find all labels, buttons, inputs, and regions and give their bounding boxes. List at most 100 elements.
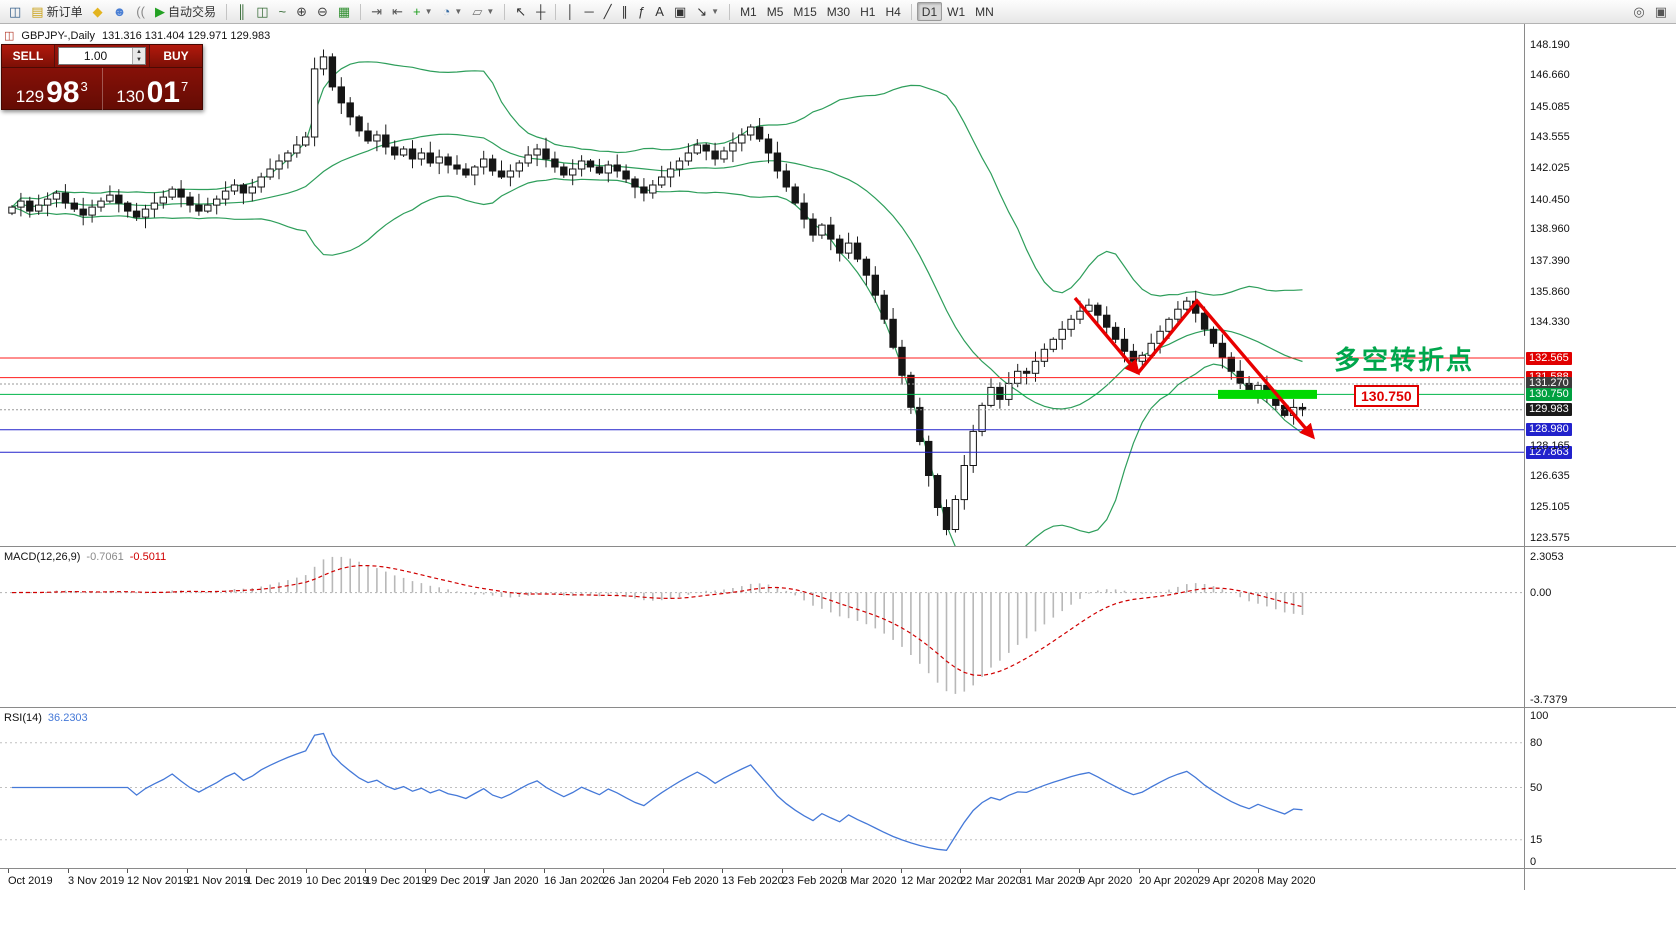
tile-windows-icon: ▦ xyxy=(337,4,351,19)
timeframe-d1-button[interactable]: D1 xyxy=(916,2,943,21)
support-zone-highlight[interactable] xyxy=(1218,389,1317,399)
lot-decrease-button[interactable]: ▼ xyxy=(133,56,145,64)
rsi-chart[interactable] xyxy=(0,709,1524,868)
vertical-line-tool-button[interactable]: │ xyxy=(561,2,579,21)
candle-body xyxy=(675,160,684,170)
metaeditor-button[interactable]: ◆ xyxy=(88,2,108,21)
trend-arrow[interactable] xyxy=(1136,298,1315,440)
buy-button[interactable]: BUY xyxy=(149,45,202,67)
candle-body xyxy=(399,148,408,156)
candle-body xyxy=(293,144,301,154)
timeframe-w1-button[interactable]: W1 xyxy=(942,2,970,21)
community-button[interactable]: ☻ xyxy=(108,2,132,21)
price-tick-label: 123.575 xyxy=(1530,532,1570,544)
channel-tool-button[interactable]: ∥ xyxy=(617,2,634,21)
time-axis-tick xyxy=(722,869,723,873)
candle-body xyxy=(871,274,879,296)
candle-body xyxy=(684,152,693,162)
trend-arrow[interactable] xyxy=(1073,296,1140,376)
macd-chart[interactable] xyxy=(0,548,1524,707)
search-button[interactable]: ◎ xyxy=(1628,2,1649,21)
timeframe-h1-button[interactable]: H1 xyxy=(855,2,880,21)
candle-body xyxy=(132,210,141,218)
bar-chart-type-button[interactable]: ║ xyxy=(232,2,251,21)
horizontal-line-tool-button[interactable]: ─ xyxy=(579,2,598,21)
bollinger-upper[interactable] xyxy=(11,61,1303,297)
zoom-in-button[interactable]: ⊕ xyxy=(291,2,312,21)
time-axis-tick xyxy=(1139,869,1140,873)
time-axis-label: 4 Feb 2020 xyxy=(663,875,719,887)
candlestick-type-button[interactable]: ◫ xyxy=(251,2,273,21)
price-line-label: 130.750 xyxy=(1526,388,1572,401)
turning-point-annotation[interactable]: 多空转折点 xyxy=(1334,345,1475,375)
candlestick-series[interactable] xyxy=(8,49,1307,536)
time-axis-tick xyxy=(68,869,69,873)
price-tick-label: 142.025 xyxy=(1530,162,1570,174)
candle-body xyxy=(613,164,621,172)
candle-body xyxy=(364,130,372,142)
label-tool-button[interactable]: ▣ xyxy=(669,2,691,21)
toolbar-separator xyxy=(360,3,362,20)
lot-increase-button[interactable]: ▲ xyxy=(133,48,145,56)
candle-body xyxy=(738,134,746,144)
toolbar-right-group: ◎ ▣ xyxy=(1628,2,1672,21)
top-toolbar: ◫ ▤ 新订单 ◆ ☻((▶ 自动交易 ║ ◫ ~ ⊕ ⊖ ▦ ⇥ ⇤ + ▼ ◔ ▼ ▱ ▼ ↖ ┼ │ ─ ╱ ∥ ƒ A ▣ ↘ ▼ M… xyxy=(0,0,1676,24)
time-axis-label: 29 Apr 2020 xyxy=(1198,875,1258,887)
periods-button[interactable]: ◔ ▼ xyxy=(438,2,468,21)
timeframe-m1-button[interactable]: M1 xyxy=(735,2,762,21)
candle-body xyxy=(577,160,586,170)
candle-body xyxy=(266,168,274,178)
news-button[interactable]: (( xyxy=(131,2,150,21)
label-tool-icon: ▣ xyxy=(673,4,687,19)
timeframe-m15-button[interactable]: M15 xyxy=(788,2,821,21)
time-axis-label: 19 Dec 2019 xyxy=(365,875,428,887)
candle-body xyxy=(248,186,257,194)
auto-scroll-icon: ⇥ xyxy=(371,4,383,19)
auto-scroll-button[interactable]: ⇥ xyxy=(366,2,387,21)
new-order-button[interactable]: ▤ 新订单 xyxy=(26,2,87,21)
new-chart-icon: ◫ xyxy=(9,4,22,19)
candle-body xyxy=(569,168,577,176)
sell-price-display[interactable]: 129 98 3 xyxy=(2,68,103,110)
candle-body xyxy=(417,152,426,160)
tile-windows-button[interactable]: ▦ xyxy=(333,2,355,21)
support-level-label[interactable]: 130.750 xyxy=(1354,385,1419,407)
timeframe-m30-button[interactable]: M30 xyxy=(822,2,855,21)
time-axis-label: 9 Apr 2020 xyxy=(1079,875,1133,887)
shapes-tool-button[interactable]: ↘ ▼ xyxy=(691,2,724,21)
timeframe-mn-button[interactable]: MN xyxy=(970,2,999,21)
candle-body xyxy=(1094,304,1102,316)
sell-button[interactable]: SELL xyxy=(2,45,55,67)
cursor-tool-button[interactable]: ↖ xyxy=(510,2,531,21)
bollinger-lower[interactable] xyxy=(11,177,1303,546)
text-tool-button[interactable]: A xyxy=(650,2,669,21)
lot-size-value[interactable]: 1.00 xyxy=(83,49,108,63)
new-chart-button[interactable]: ◫ xyxy=(4,2,26,21)
timeframe-h4-button[interactable]: H4 xyxy=(880,2,905,21)
candle-body xyxy=(186,196,194,206)
cursor-tool-icon: ↖ xyxy=(515,4,527,19)
trendline-tool-button[interactable]: ╱ xyxy=(599,2,617,21)
window-layout-button[interactable]: ▣ xyxy=(1650,2,1672,21)
buy-price-display[interactable]: 130 01 7 xyxy=(103,68,203,110)
lot-size-input[interactable]: 1.00 ▲ ▼ xyxy=(58,47,146,65)
candle-body xyxy=(70,202,78,210)
autotrading-button[interactable]: ▶ 自动交易 xyxy=(150,2,221,21)
candle-body xyxy=(79,208,87,216)
fibonacci-tool-button[interactable]: ƒ xyxy=(633,2,650,21)
bollinger-middle[interactable] xyxy=(11,133,1303,410)
timeframe-m5-button[interactable]: M5 xyxy=(762,2,789,21)
macd-panel[interactable]: MACD(12,26,9) -0.7061 -0.5011 2.3053 0.00… xyxy=(0,546,1676,707)
crosshair-tool-button[interactable]: ┼ xyxy=(531,2,550,21)
zoom-out-button[interactable]: ⊖ xyxy=(312,2,333,21)
line-chart-type-button[interactable]: ~ xyxy=(274,2,292,21)
price-line-label: 129.983 xyxy=(1526,403,1572,416)
templates-button[interactable]: ▱ ▼ xyxy=(467,2,499,21)
candlestick-chart[interactable] xyxy=(0,24,1524,546)
rsi-panel[interactable]: RSI(14) 36.2303 100 80 50 15 0 xyxy=(0,707,1676,868)
time-axis[interactable]: Oct 2019 3 Nov 2019 12 Nov 2019 21 Nov 2019… xyxy=(0,868,1676,890)
indicators-button[interactable]: + ▼ xyxy=(408,2,438,21)
main-chart-panel[interactable]: ◫ GBPJPY-,Daily 131.316 131.404 129.971 … xyxy=(0,24,1676,546)
price-tick-label: 145.085 xyxy=(1530,101,1570,113)
chart-shift-button[interactable]: ⇤ xyxy=(387,2,408,21)
